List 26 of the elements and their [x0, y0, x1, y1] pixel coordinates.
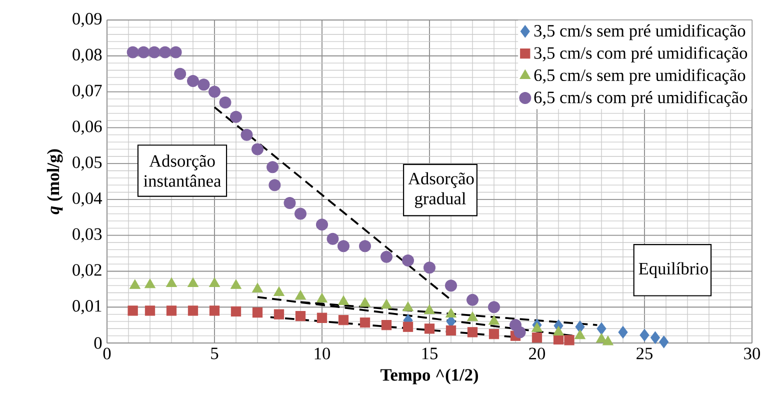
y-tick-label: 0,09	[72, 12, 102, 28]
legend-label: 6,5 cm/s sem pre umidificação	[534, 68, 746, 85]
annotation: Adsorção instantânea	[144, 154, 222, 187]
legend-label: 3,5 cm/s com pré umidificação	[534, 46, 748, 62]
x-tick-label: 15	[422, 348, 438, 360]
legend-label: 3,5 cm/s sem pré umidificação	[534, 24, 746, 40]
y-tick-label: 0,01	[72, 300, 102, 314]
x-axis-title: Tempo ^(1/2)	[380, 368, 478, 384]
annotation: Adsorção gradual	[408, 172, 474, 208]
annotation: Equilíbrio	[638, 262, 708, 278]
x-tick-label: 10	[314, 348, 330, 360]
legend-label: 6,5 cm/s com pré umidificação	[534, 90, 748, 107]
y-axis-title: q (mol/g)	[46, 149, 63, 214]
y-tick-label: 0,02	[72, 264, 102, 278]
y-tick-label: 0,05	[72, 156, 102, 171]
y-tick-label: 0,06	[72, 120, 102, 135]
y-tick-label: 0,08	[72, 48, 102, 63]
x-tick-label: 25	[636, 348, 652, 360]
x-tick-label: 5	[211, 348, 218, 360]
x-tick-label: 30	[744, 348, 760, 360]
y-tick-label: 0,03	[72, 228, 102, 242]
y-tick-label: 0	[94, 337, 102, 349]
x-tick-label: 0	[103, 348, 111, 360]
x-tick-label: 20	[529, 348, 546, 360]
y-tick-label: 0,04	[72, 192, 102, 207]
y-tick-label: 0,07	[72, 84, 102, 99]
